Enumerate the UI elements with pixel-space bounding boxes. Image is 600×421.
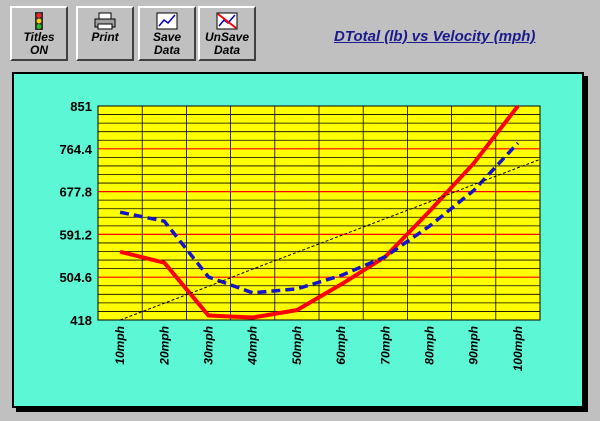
titles-on-label-line1: Titles <box>23 30 55 44</box>
save-data-button[interactable]: Save Data <box>138 6 196 61</box>
titles-on-button[interactable]: Titles ON <box>10 6 68 61</box>
y-tick-label: 418 <box>70 313 92 328</box>
x-tick-label: 60mph <box>334 326 348 365</box>
toolbar: Titles ON Print Save Data <box>0 0 600 66</box>
titles-on-label-line2: ON <box>30 43 48 57</box>
x-tick-label: 90mph <box>467 326 481 365</box>
unsave-chart-icon <box>215 11 239 31</box>
save-data-label-line1: Save <box>152 30 182 44</box>
x-tick-label: 100mph <box>511 326 525 371</box>
chart-title: DTotal (lb) vs Velocity (mph) <box>334 28 536 45</box>
unsave-data-button[interactable]: UnSave Data <box>198 6 256 61</box>
save-data-label-line2: Data <box>153 43 180 57</box>
y-tick-label: 851 <box>70 99 92 114</box>
print-button[interactable]: Print <box>76 6 134 61</box>
x-tick-label: 20mph <box>157 326 171 366</box>
print-label: Print <box>91 30 119 44</box>
series-trend-line <box>119 158 541 321</box>
printer-icon <box>93 11 117 31</box>
series-line-red <box>119 104 520 320</box>
y-tick-label: 677.8 <box>59 185 92 200</box>
save-chart-icon <box>155 11 179 31</box>
traffic-light-icon <box>28 11 50 31</box>
x-tick-label: 50mph <box>290 326 304 365</box>
x-tick-label: 10mph <box>113 326 127 365</box>
x-tick-label: 30mph <box>202 326 216 365</box>
unsave-data-label-line2: Data <box>213 43 240 57</box>
x-tick-label: 40mph <box>246 326 260 366</box>
x-tick-label: 80mph <box>423 326 437 365</box>
series-line-blue <box>119 141 520 295</box>
chart-panel: 851 764.4 677.8 591.2 504.6 418 10mph 20mph 30mp… <box>12 72 584 408</box>
unsave-data-label-line1: UnSave <box>204 30 250 44</box>
y-tick-label: 504.6 <box>59 270 92 285</box>
y-tick-label: 764.4 <box>59 142 92 157</box>
line-chart: 851 764.4 677.8 591.2 504.6 418 10mph 20mph 30mp… <box>59 99 541 371</box>
x-tick-label: 70mph <box>378 326 392 365</box>
y-tick-label: 591.2 <box>59 227 92 242</box>
